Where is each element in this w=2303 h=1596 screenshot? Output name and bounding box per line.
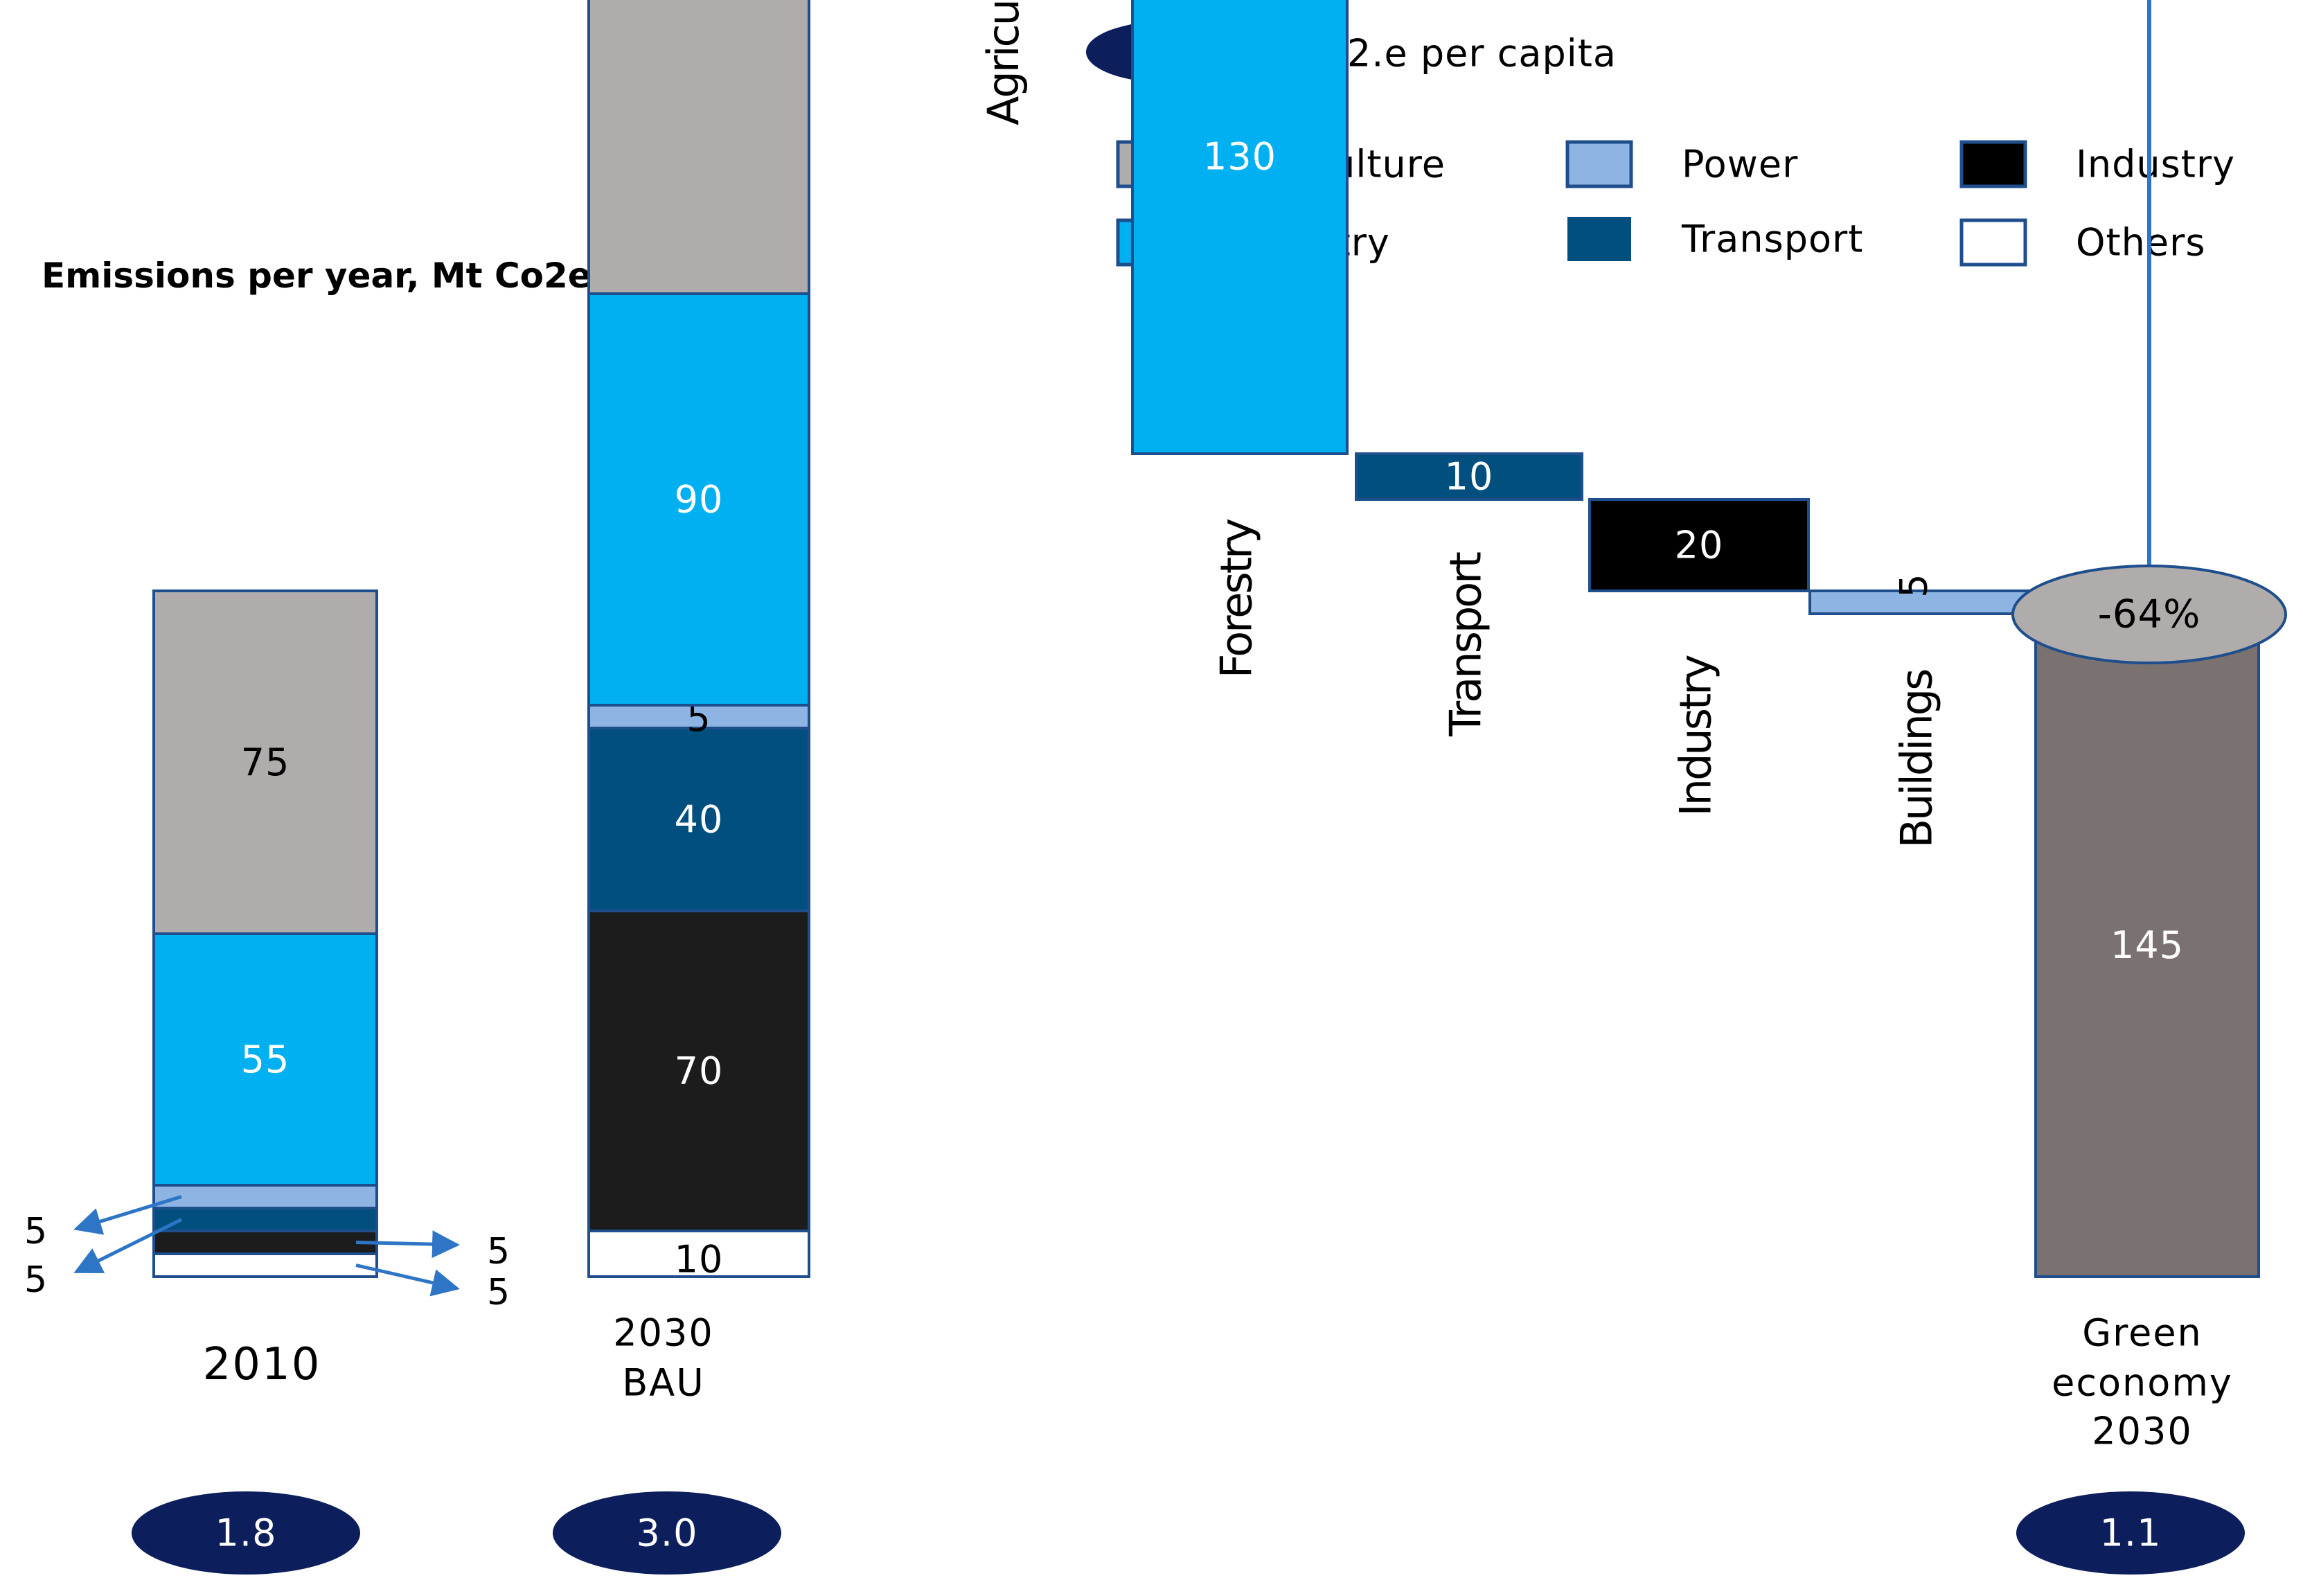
bar-green-2030-per-capita-value: 1.1	[2100, 1511, 2162, 1555]
bar-2010-callout-label-others: 5	[487, 1272, 510, 1313]
legend-label-industry: Industry	[2076, 143, 2235, 186]
bar-2010-segment-others	[152, 1252, 378, 1278]
bar-2010-callout-label-power: 5	[24, 1211, 48, 1252]
bar-green-2030-category-label-2: 2030	[2092, 1410, 2192, 1453]
reduction-industry-category-label: Industry	[1671, 655, 1721, 816]
bar-green-2030-per-capita-ellipse	[2016, 1491, 2245, 1575]
bar-2010-callout-label-transport: 5	[24, 1259, 48, 1301]
reduction-industry-bar	[1588, 498, 1810, 592]
bar-2030-bau-segment-others	[587, 1230, 810, 1278]
bar-green-2030-category-label-0: Green	[2082, 1311, 2203, 1355]
bar-2030-bau-label-others: 10	[675, 1238, 724, 1282]
bar-2010-label-forestry: 55	[241, 1038, 290, 1081]
bar-2010-label-agriculture: 75	[241, 741, 290, 784]
bar-2010-segment-industry	[152, 1230, 378, 1255]
reduction-transport-bar	[1355, 452, 1583, 501]
legend-swatch-industry	[1959, 140, 2027, 188]
bar-2030-bau-label-industry: 70	[675, 1049, 724, 1093]
bar-2030-bau-per-capita-ellipse	[553, 1491, 781, 1575]
legend-label-others: Others	[2076, 221, 2205, 265]
reduction-buildings-value-label: 5	[1892, 573, 1936, 597]
reduction-forestry-category-label: Forestry	[1211, 519, 1262, 678]
bars-layer: 557520101.81070405901852030BAU3.0145Gree…	[132, 0, 2260, 1575]
bar-2010-per-capita-ellipse	[132, 1491, 360, 1575]
bar-green-2030-total	[2034, 612, 2260, 1278]
legend-swatch-transport	[1567, 217, 1631, 261]
legend-swatch-power	[1565, 140, 1633, 188]
reduction-transport-category-label: Transport	[1441, 552, 1491, 737]
bar-2030-bau-label-transport: 40	[675, 798, 724, 842]
bar-green-2030-total-label: 145	[2110, 923, 2184, 967]
bar-2010-callout-arrow-industry	[355, 1230, 460, 1259]
bar-2030-bau-segment-agriculture	[587, 0, 810, 295]
reduction-transport-value-label: 10	[1445, 455, 1494, 499]
bar-2030-bau-per-capita-value: 3.0	[637, 1511, 698, 1555]
bar-2030-bau-category-label-0: 2030	[613, 1311, 713, 1355]
bar-2010-callout-arrow-power	[73, 1195, 182, 1235]
bar-2010-segment-forestry	[152, 932, 378, 1187]
chart-title: Emissions per year, Mt Co2e	[42, 256, 592, 296]
bar-2010-category-label-0: 2010	[203, 1339, 321, 1390]
bar-2030-bau-segment-industry	[587, 910, 810, 1232]
legend-swatch-others	[1959, 218, 2027, 267]
bar-2010-segment-transport	[152, 1207, 378, 1232]
bar-2030-bau-segment-forestry	[587, 292, 810, 707]
bar-2010-callout-arrow-others	[355, 1264, 460, 1297]
legend-label-power: Power	[1682, 143, 1798, 186]
reduction-agriculture-category-label: Agriculture	[978, 0, 1029, 125]
bar-2010-segment-agriculture	[152, 589, 378, 935]
bar-2010-callout-arrow-transport	[73, 1218, 183, 1274]
bar-2010-callout-label-industry: 5	[487, 1231, 510, 1273]
bar-2030-bau-category-label-1: BAU	[622, 1361, 705, 1405]
reduction-industry-value-label: 20	[1675, 524, 1724, 567]
bar-2030-bau-label-forestry: 90	[675, 478, 724, 522]
reduction-forestry-value-label: 130	[1203, 135, 1277, 179]
change-ellipse	[2011, 565, 2287, 664]
legend-label-transport: Transport	[1681, 218, 1863, 261]
reduction-buildings-category-label: Buildings	[1892, 670, 1942, 849]
reduction-forestry-bar	[1131, 0, 1349, 455]
bar-2010-per-capita-value: 1.8	[215, 1511, 277, 1555]
bar-2010-segment-power	[152, 1184, 378, 1209]
change-label: -64%	[2098, 592, 2201, 637]
bar-green-2030-category-label-1: economy	[2052, 1361, 2233, 1405]
